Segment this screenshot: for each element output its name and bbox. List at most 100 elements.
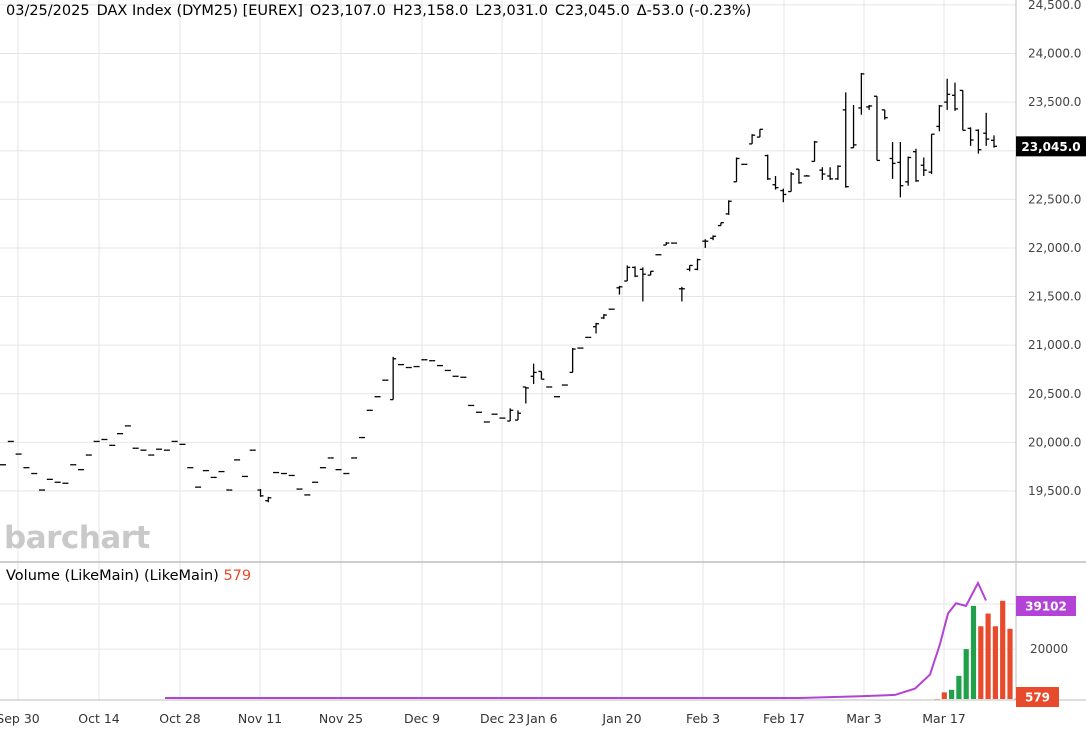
x-tick-label: Feb 3 [686, 711, 720, 726]
header-date: 03/25/2025 [6, 3, 90, 19]
y-tick-label: 19,500.0 [1028, 484, 1081, 498]
ohlc-bar [632, 266, 639, 278]
last-volume-tag-label: 579 [1025, 691, 1050, 705]
volume-bar [985, 613, 991, 699]
ohlc-bar [663, 242, 670, 246]
ohlc-bar [717, 222, 724, 227]
value-tags: 23,045.0 39102 579 [1016, 136, 1086, 707]
ohlc-bar [983, 112, 990, 146]
ohlc-bar [788, 172, 795, 193]
ohlc-bar [936, 105, 943, 132]
header-open: O23,107.0 [309, 3, 386, 19]
y-tick-label: 20,500.0 [1028, 387, 1081, 401]
ohlc-bar [710, 235, 717, 241]
x-tick-label: Feb 17 [763, 711, 805, 726]
ohlc-bar [686, 264, 693, 272]
price-header: 03/25/2025 DAX Index (DYM25) [EUREX] O23,1… [6, 3, 758, 19]
x-tick-label: Mar 17 [922, 711, 965, 726]
average-volume-tag-label: 39102 [1025, 600, 1067, 614]
ohlc-bar [795, 168, 802, 184]
header-low: L23,031.0 [475, 3, 548, 19]
volume-bar [992, 626, 998, 699]
average-volume-tag [1016, 596, 1076, 616]
x-tick-label: Jan 20 [601, 711, 641, 726]
y-tick-label: 20,000.0 [1028, 435, 1081, 449]
y-tick-label: 22,500.0 [1028, 192, 1081, 206]
ohlc-bar [257, 489, 264, 497]
header-high: H23,158.0 [392, 3, 469, 19]
ohlc-bar [515, 410, 522, 421]
ohlc-bar [600, 314, 607, 319]
ohlc-bar [834, 165, 841, 180]
volume-bar [941, 692, 947, 699]
ohlc-bar [951, 82, 958, 111]
ohlc-bar [764, 154, 771, 180]
ohlc-bar [928, 133, 935, 175]
last-price-tag [1016, 136, 1086, 157]
last-volume-tag [1016, 687, 1059, 707]
ohlc-bar [538, 370, 545, 380]
ohlc-bar [881, 109, 888, 120]
barchart-watermark: barchart [4, 520, 150, 556]
y-tick-label: 23,500.0 [1028, 95, 1081, 109]
ohlc-bar [756, 128, 763, 138]
ohlc-bar [647, 270, 654, 276]
header-instrument: DAX Index (DYM25) [EUREX] [96, 3, 303, 19]
x-tick-label: Oct 14 [78, 711, 120, 726]
x-tick-label: Dec 9 [404, 711, 440, 726]
x-tick-label: Dec 23 [480, 711, 524, 726]
ohlc-bar [920, 157, 927, 176]
ohlc-bar [694, 258, 701, 271]
ohlc-bar [780, 188, 787, 203]
ohlc-bar [616, 285, 623, 295]
likemain-average-line [165, 580, 987, 699]
ohlc-bar [265, 496, 272, 503]
ohlc-bar [725, 200, 732, 215]
volume-header: Volume (LikeMain) (LikeMain) 579 [6, 568, 251, 584]
grid-lines [0, 0, 1016, 700]
ohlc-bar [803, 175, 810, 177]
price-bars [0, 72, 997, 503]
volume-bar [978, 626, 984, 699]
y-tick-label: 21,500.0 [1028, 290, 1081, 304]
ohlc-bar [905, 156, 912, 186]
x-tick-label: Sep 30 [0, 711, 40, 726]
ohlc-bar [944, 78, 951, 110]
x-tick-label: Jan 6 [525, 711, 557, 726]
volume-bar [1000, 600, 1006, 699]
ohlc-bar [624, 265, 631, 282]
ohlc-bar [530, 363, 537, 385]
ohlc-bar [897, 141, 904, 198]
ohlc-bar [811, 140, 818, 163]
x-tick-label: Mar 3 [846, 711, 882, 726]
volume-average-line [165, 580, 987, 699]
ohlc-bar [991, 135, 997, 148]
ohlc-bar [749, 134, 756, 145]
ohlc-bar [390, 356, 397, 401]
ohlc-bar [569, 348, 576, 374]
header-close: C23,045.0 [554, 3, 630, 19]
header-change: Δ-53.0 (-0.23%) [636, 3, 752, 19]
y-tick-label: 24,000.0 [1028, 46, 1081, 60]
volume-bar [970, 605, 977, 699]
ohlc-bar [967, 127, 974, 146]
volume-label: Volume (LikeMain) (LikeMain) [6, 568, 219, 584]
y-tick-label: 24,500.0 [1028, 0, 1081, 12]
volume-value: 579 [223, 568, 252, 584]
x-tick-label: Oct 28 [159, 711, 201, 726]
y-tick-label: 21,000.0 [1028, 338, 1081, 352]
volume-bar [956, 675, 962, 699]
ohlc-bar [889, 141, 896, 179]
ohlc-bar [827, 167, 834, 180]
ohlc-bar [678, 286, 685, 302]
last-price-tag-label: 23,045.0 [1021, 140, 1080, 154]
ohlc-bar [873, 95, 880, 162]
x-tick-label: Nov 11 [238, 711, 282, 726]
ohlc-bar [912, 148, 919, 182]
ohlc-bar [819, 167, 826, 180]
ohlc-bar [850, 105, 857, 149]
ohlc-bar [866, 105, 873, 110]
ohlc-bar [702, 239, 709, 248]
